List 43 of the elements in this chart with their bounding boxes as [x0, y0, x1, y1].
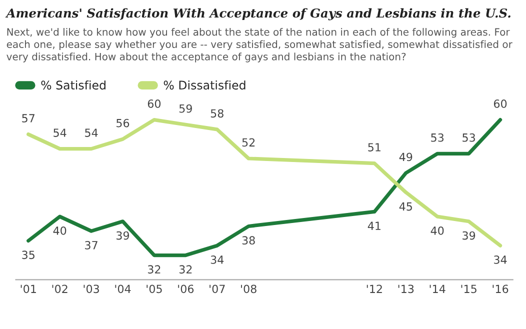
data-label: 53: [431, 133, 444, 142]
data-label: 38: [242, 236, 255, 245]
chart-title: Americans' Satisfaction With Acceptance of Gays and Lesbians in the U.S.: [5, 8, 510, 20]
data-label: 32: [148, 265, 160, 274]
data-label: 53: [462, 133, 475, 142]
x-tick-label: '07: [210, 284, 225, 294]
data-label: 58: [210, 109, 224, 118]
data-label: 52: [242, 138, 255, 147]
data-label: 32: [179, 265, 192, 274]
data-label: 49: [399, 152, 412, 162]
x-tick-label: '15: [461, 284, 476, 294]
data-label: 51: [368, 143, 380, 152]
data-label: 34: [210, 256, 224, 264]
x-tick-label: '01: [20, 284, 36, 294]
data-label: 37: [85, 240, 98, 250]
data-label: 39: [116, 231, 130, 240]
x-tick-label: '02: [52, 284, 68, 294]
data-label: 40: [430, 226, 444, 235]
x-tick-label: '08: [241, 284, 256, 294]
legend-label: % Dissatisfied: [164, 80, 246, 90]
x-tick-label: '04: [115, 284, 131, 294]
data-label: 45: [399, 202, 412, 211]
x-tick-label: '14: [430, 284, 446, 293]
data-label: 54: [54, 128, 66, 137]
chart-subtitle: Next, we'd like to know how you feel about the state of the nation in each of the following areas. For each one, please say whether you are -- very satisfied, somewhat satisfied, somewhat dissatisfied or very dissatisfied. How about the acceptance of gays and lesbians in the nation?: [6, 28, 512, 62]
x-tick-label: '16: [492, 284, 508, 294]
x-tick-label: '13: [398, 284, 414, 294]
data-label: 34: [494, 256, 507, 264]
data-label: 39: [462, 231, 476, 240]
data-label: 57: [22, 114, 34, 122]
data-label: 54: [85, 128, 98, 137]
x-tick-label: '03: [84, 284, 99, 294]
data-label: 59: [179, 104, 192, 113]
data-label: 41: [368, 222, 380, 230]
data-label: 35: [22, 250, 34, 260]
data-label: 56: [116, 118, 130, 128]
data-label: 60: [148, 100, 161, 108]
x-tick-label: '06: [178, 284, 194, 294]
x-tick-label: '05: [146, 284, 162, 294]
data-label: 60: [494, 100, 507, 108]
x-tick-label: '12: [366, 284, 382, 293]
data-label: 40: [53, 226, 66, 235]
legend-label: % Satisfied: [41, 80, 106, 90]
